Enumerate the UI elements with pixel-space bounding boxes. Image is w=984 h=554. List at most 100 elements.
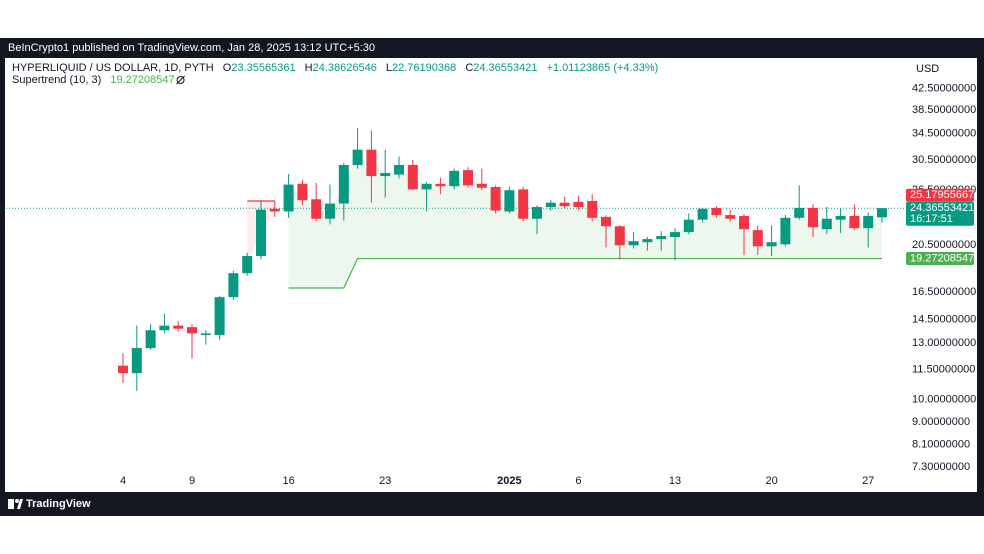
candle-body bbox=[463, 170, 473, 186]
ohlc-value: 22.76190368 bbox=[392, 62, 456, 74]
candle-body bbox=[242, 256, 253, 274]
candle-body bbox=[725, 215, 736, 219]
last-price-label: 24.36553421 bbox=[910, 202, 974, 214]
y-tick-label: 13.00000000 bbox=[912, 337, 976, 349]
y-tick-label: 11.50000000 bbox=[912, 363, 975, 375]
candle-body bbox=[407, 164, 418, 190]
ohlc-letter: C bbox=[465, 62, 473, 74]
y-tick-label: 14.50000000 bbox=[912, 314, 976, 326]
candle-body bbox=[573, 201, 584, 208]
x-tick-label: 9 bbox=[189, 475, 195, 487]
indicator-legend: Supertrend (10, 3) 19.27208547 bbox=[12, 74, 175, 86]
candle-body bbox=[228, 273, 239, 298]
candle-body bbox=[532, 207, 542, 219]
candle-body bbox=[670, 232, 680, 238]
x-tick-label: 6 bbox=[575, 475, 581, 487]
candle-body bbox=[435, 183, 446, 187]
visibility-icon bbox=[176, 75, 185, 85]
change: +1.01123865 (+4.33%) bbox=[547, 62, 659, 74]
ohlc-value: 24.36553421 bbox=[473, 62, 537, 74]
candle-body bbox=[766, 242, 777, 247]
logo-part bbox=[8, 499, 14, 509]
candle-body bbox=[297, 183, 308, 201]
x-tick-label: 13 bbox=[669, 475, 681, 487]
logo-part bbox=[17, 499, 23, 509]
supertrend-label-bg bbox=[906, 252, 974, 266]
candle-body bbox=[711, 207, 722, 216]
y-tick-label: 42.50000000 bbox=[912, 83, 976, 95]
y-tick-label: 20.50000000 bbox=[912, 239, 976, 251]
last-price-label-bg bbox=[906, 201, 974, 215]
candle-body bbox=[642, 239, 653, 243]
candle-body bbox=[380, 173, 391, 177]
candle-body bbox=[628, 241, 639, 246]
candle-body bbox=[780, 217, 791, 245]
supertrend-fill bbox=[288, 157, 883, 289]
brand: TradingView bbox=[8, 498, 91, 510]
candle-body bbox=[863, 215, 874, 229]
candle-body bbox=[752, 230, 763, 247]
ohlc-letter: O bbox=[223, 62, 232, 74]
candle-body bbox=[256, 209, 266, 257]
x-tick-label: 27 bbox=[862, 475, 874, 487]
candle-body bbox=[366, 149, 377, 177]
candle-body bbox=[849, 215, 860, 229]
ohlc-value: 23.35565361 bbox=[231, 62, 295, 74]
candle-body bbox=[187, 327, 197, 334]
candle-body bbox=[683, 219, 694, 233]
candle-body bbox=[325, 203, 335, 219]
candle-body bbox=[559, 202, 570, 207]
candle-body bbox=[269, 208, 280, 212]
candle-body bbox=[504, 190, 515, 212]
y-tick-label: 38.50000000 bbox=[912, 104, 976, 116]
published-note: BeInCrypto1 published on TradingView.com… bbox=[8, 42, 375, 54]
indicator-name: Supertrend (10, 3) bbox=[12, 74, 101, 86]
y-tick-label: 7.30000000 bbox=[912, 461, 970, 473]
x-tick-label: 23 bbox=[379, 475, 391, 487]
candle-body bbox=[421, 183, 432, 190]
candle-body bbox=[697, 208, 708, 220]
candle-body bbox=[614, 226, 625, 246]
supertrend-label: 19.27208547 bbox=[910, 252, 974, 264]
candle-body bbox=[118, 365, 128, 374]
candle-body bbox=[835, 215, 846, 220]
candle-body bbox=[449, 170, 460, 187]
y-tick-label: 34.50000000 bbox=[912, 127, 976, 139]
supertrend-fill bbox=[247, 200, 275, 265]
y-tick-label: 30.50000000 bbox=[912, 154, 976, 166]
candle-body bbox=[338, 164, 349, 204]
candle-body bbox=[159, 325, 170, 331]
ohlc-letter: L bbox=[386, 62, 392, 74]
symbol-title: HYPERLIQUID / US DOLLAR, 1D, PYTH bbox=[12, 62, 214, 74]
candle-body bbox=[145, 330, 156, 349]
brand-name: TradingView bbox=[26, 498, 91, 510]
candle-body bbox=[518, 189, 529, 219]
candle-body bbox=[794, 207, 805, 218]
candle-body bbox=[394, 164, 404, 175]
candle-body bbox=[821, 218, 832, 230]
candle-body bbox=[200, 333, 211, 335]
indicator-value: 19.27208547 bbox=[110, 74, 174, 86]
visibility-icon bbox=[176, 76, 185, 84]
candle-body bbox=[352, 149, 363, 165]
x-tick-label: 4 bbox=[120, 475, 126, 487]
y-tick-label: 8.10000000 bbox=[912, 439, 970, 451]
countdown-label-bg bbox=[906, 212, 974, 226]
candle-body bbox=[283, 184, 294, 212]
y-tick-label: 9.00000000 bbox=[912, 416, 970, 428]
chart-panel bbox=[5, 58, 977, 492]
ohlc-letter: H bbox=[305, 62, 313, 74]
candle-body bbox=[131, 348, 142, 374]
currency: USD bbox=[916, 63, 939, 75]
candle-body bbox=[214, 297, 225, 335]
ohlc-value: 24.38626546 bbox=[313, 62, 377, 74]
marker-label-bg bbox=[906, 188, 974, 202]
candle-body bbox=[311, 199, 322, 219]
y-tick-label: 16.50000000 bbox=[912, 286, 976, 298]
supertrend-line bbox=[288, 257, 882, 289]
candle-body bbox=[601, 216, 611, 227]
candle-body bbox=[656, 236, 667, 240]
candle-body bbox=[587, 200, 598, 218]
